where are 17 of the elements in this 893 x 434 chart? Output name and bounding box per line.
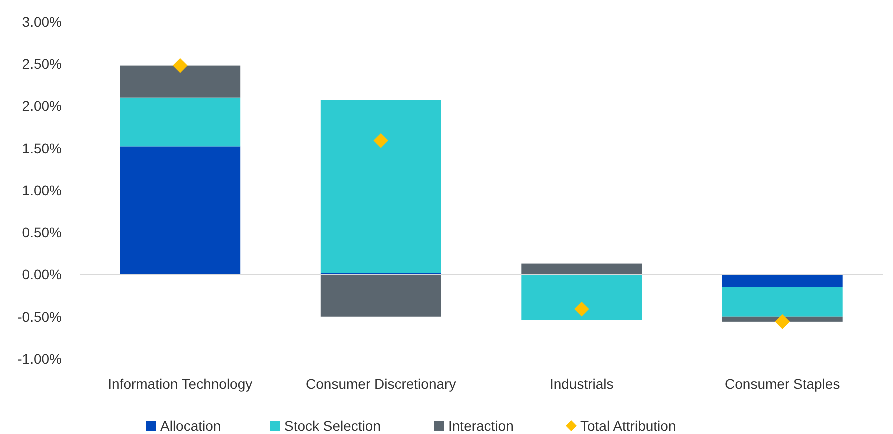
legend-label: Allocation bbox=[160, 418, 222, 434]
y-tick-label: 3.00% bbox=[22, 14, 62, 30]
y-tick-label: 2.50% bbox=[22, 56, 62, 72]
x-tick-label: Industrials bbox=[550, 376, 614, 392]
y-tick-label: 0.00% bbox=[22, 266, 62, 283]
x-tick-label: Consumer Staples bbox=[725, 376, 840, 392]
legend-label: Total Attribution bbox=[580, 418, 676, 434]
x-tick-label: Consumer Discretionary bbox=[306, 376, 456, 392]
y-tick-label: 1.00% bbox=[22, 182, 62, 198]
legend-label: Interaction bbox=[448, 418, 514, 434]
y-tick-label: 1.50% bbox=[22, 140, 62, 156]
legend-label: Stock Selection bbox=[284, 418, 381, 434]
y-tick-label: 0.50% bbox=[22, 224, 62, 241]
x-tick-label: Information Technology bbox=[108, 376, 253, 392]
y-tick-label: 2.00% bbox=[22, 98, 62, 114]
y-tick-label: -0.50% bbox=[18, 308, 62, 325]
y-tick-label: -1.00% bbox=[18, 350, 62, 367]
